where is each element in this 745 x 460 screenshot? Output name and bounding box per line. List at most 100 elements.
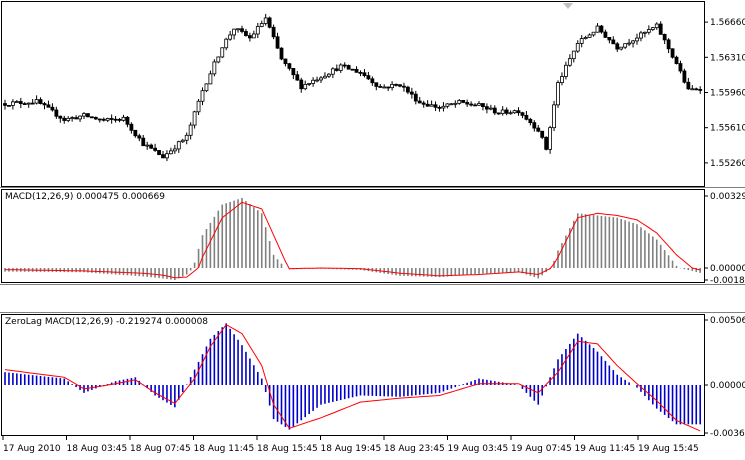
candle-body (109, 118, 114, 120)
candle-body (232, 28, 237, 36)
candle-body (540, 130, 545, 138)
candle-body (279, 47, 284, 60)
candle-body (646, 29, 651, 33)
candle-body (560, 76, 564, 83)
candle-body (532, 122, 537, 129)
candle-body (62, 117, 67, 121)
time-tick-label: 19 Aug 03:45 (448, 444, 509, 454)
candle-body (311, 79, 316, 84)
price-y-tick-label: 1.55610 (710, 124, 745, 134)
candle-body (192, 111, 197, 126)
candle-body (145, 144, 150, 147)
candle-body (204, 83, 209, 92)
candle-body (488, 107, 493, 110)
candle-body (259, 23, 264, 27)
candle-body (445, 103, 450, 107)
candle-body (319, 77, 323, 81)
candle-body (615, 43, 620, 50)
candle-body (172, 148, 177, 152)
candle-body (670, 48, 675, 58)
candle-body (299, 79, 304, 90)
candle-body (224, 38, 229, 49)
candle-body (30, 102, 35, 105)
candle-body (571, 50, 576, 60)
candle-body (54, 109, 59, 117)
candle-body (390, 83, 395, 89)
candle-body (421, 102, 426, 105)
candle-body (682, 70, 687, 83)
candle-body (433, 104, 438, 108)
time-tick-label: 18 Aug 07:45 (130, 444, 191, 454)
macd-label: MACD(12,26,9) 0.000475 0.000669 (5, 192, 165, 202)
candle-body (267, 17, 272, 28)
candle-body (405, 86, 410, 93)
candle-body (374, 82, 379, 87)
candle-body (184, 134, 189, 141)
candle-body (42, 103, 47, 106)
candle-body (579, 38, 584, 44)
candle-body (86, 113, 90, 118)
candle-body (22, 103, 27, 106)
candle-body (662, 33, 667, 41)
time-tick-label: 19 Aug 07:45 (511, 444, 572, 454)
time-tick-label: 17 Aug 2010 (3, 444, 61, 454)
candle-body (176, 141, 181, 150)
candle-body (623, 43, 628, 48)
candle-body (548, 127, 552, 150)
candle-body (90, 116, 94, 119)
candle-body (283, 58, 288, 65)
candle-body (275, 36, 280, 49)
macd-y-tick-label: 0.00000 (710, 264, 745, 274)
candle-body (153, 147, 158, 151)
candle-body (188, 124, 193, 136)
candle-body (473, 104, 477, 107)
candle-body (567, 58, 572, 66)
candle-body (658, 23, 663, 35)
price-y-tick-label: 1.55260 (710, 159, 745, 169)
candle-body (74, 117, 78, 120)
candle-body (394, 83, 398, 86)
zerolag-panel-frame (1, 314, 705, 436)
candle-body (216, 56, 221, 63)
candle-body (481, 103, 485, 108)
candle-body (441, 105, 446, 109)
candle-body (149, 144, 154, 149)
candle-body (58, 115, 63, 119)
time-tick-label: 19 Aug 11:45 (575, 444, 636, 454)
price-y-tick-label: 1.56310 (710, 53, 745, 63)
candle-body (354, 68, 359, 73)
candle-body (639, 32, 643, 39)
candle-body (255, 26, 260, 35)
candle-body (129, 123, 134, 131)
candle-body (165, 153, 169, 159)
candle-body (520, 112, 525, 116)
candle-body (674, 56, 679, 64)
candle-body (402, 85, 406, 88)
candle-body (564, 64, 568, 77)
candle-body (334, 68, 339, 71)
time-tick-label: 19 Aug 15:45 (638, 444, 699, 454)
candle-body (323, 75, 327, 79)
candle-body (236, 28, 240, 31)
candle-body (362, 72, 367, 76)
candle-body (378, 86, 383, 88)
candle-body (271, 26, 276, 38)
candle-body (287, 63, 292, 69)
price-panel-frame (1, 1, 705, 187)
zerolag-label: ZeroLag MACD(12,26,9) -0.219274 0.000008 (5, 317, 209, 327)
candle-body (346, 65, 351, 70)
candle-body (105, 118, 110, 121)
candle-body (295, 74, 300, 81)
candle-body (125, 116, 130, 125)
candle-body (453, 102, 458, 105)
candle-body (113, 118, 118, 121)
zerolag-histogram (4, 323, 702, 432)
chart-shift-icon[interactable] (563, 3, 573, 9)
candle-body (469, 103, 474, 106)
macd-histogram (4, 197, 702, 281)
candle-body (619, 46, 624, 50)
candle-body (650, 27, 655, 30)
candle-body (603, 31, 608, 38)
